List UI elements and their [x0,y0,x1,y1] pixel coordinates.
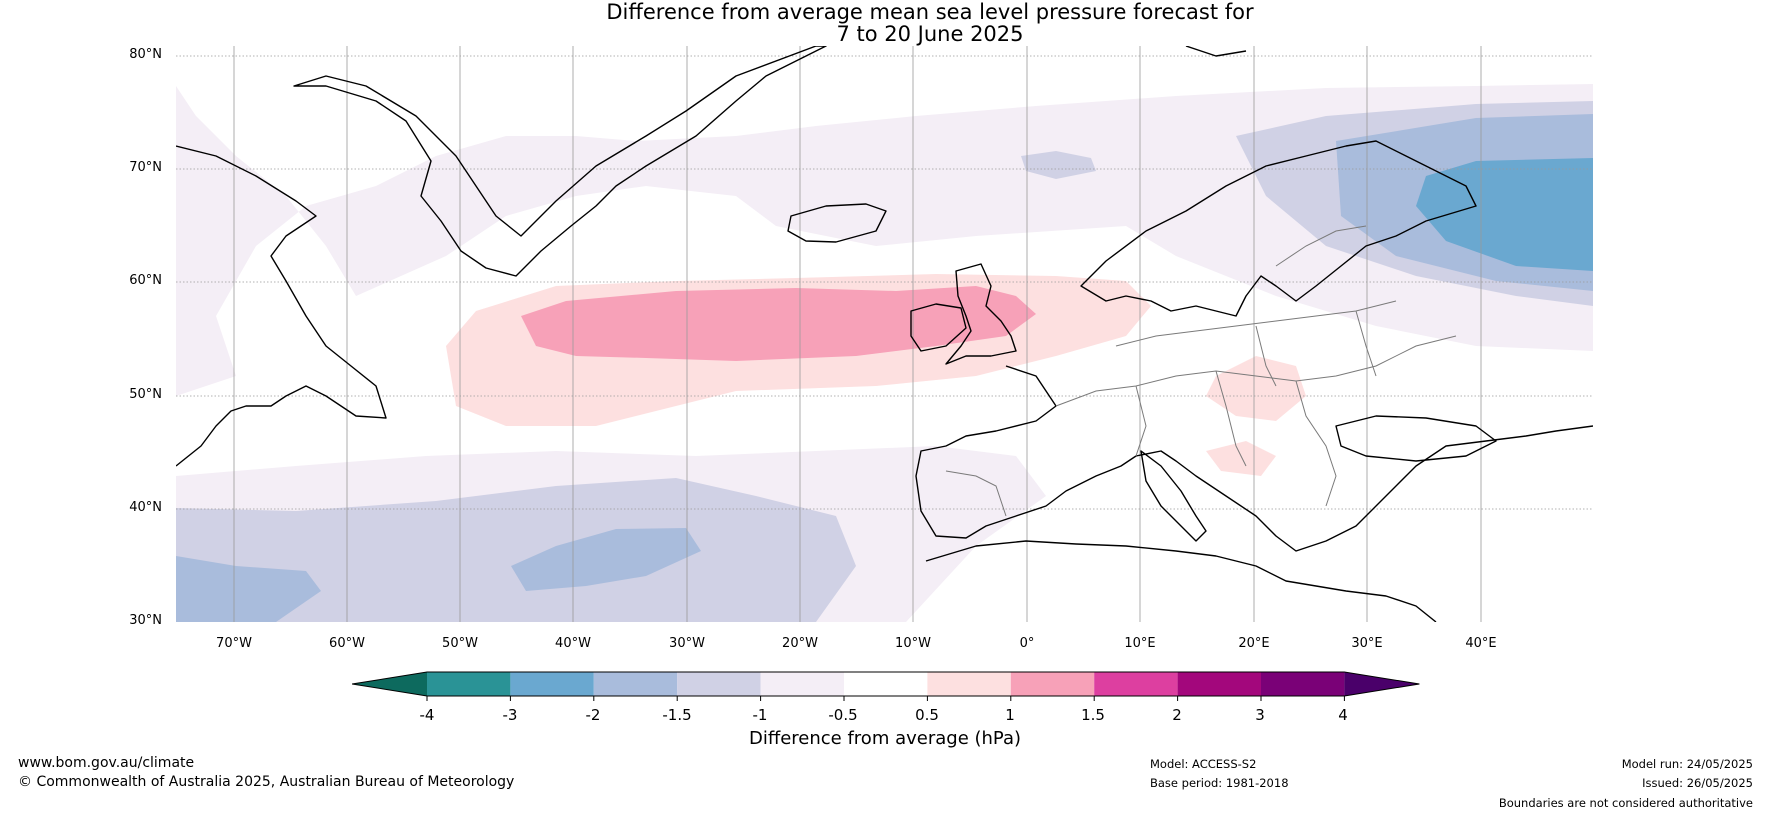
coastlines [176,46,1593,622]
graticule [176,55,1593,510]
coastline-italy [1140,450,1207,542]
pressure-anomaly-map [176,46,1593,622]
lat-label-50n: 50°N [129,387,162,402]
colorbar-tick-label: -2 [585,706,601,724]
lat-label-40n: 40°N [129,500,162,515]
colorbar-tick-label: 1 [1005,706,1015,724]
colorbar-segment [1094,672,1178,696]
country-borders [945,225,1457,517]
colorbar-segment [510,672,594,696]
lon-label-70w: 70°W [216,636,252,651]
colorbar-segment [593,672,678,696]
lat-label-80n: 80°N [129,47,162,62]
coastline-great-britain [945,263,1017,365]
colorbar-segment [427,672,511,696]
coastline-greenland [293,46,827,277]
colorbar-segment [1010,672,1095,696]
colorbar-tick-label: 4 [1338,706,1348,724]
colorbar-under-triangle [352,672,427,696]
footer-base-period: Base period: 1981-2018 [1150,776,1289,790]
coastline-black-sea [1335,415,1497,462]
anomaly-area-strong-negative-south [176,556,321,622]
lon-label-0: 0° [1019,636,1035,651]
anomaly-area-weak-positive-adriatic [1206,441,1276,476]
colorbar-tick-label: -3 [502,706,518,724]
lat-label-60n: 60°N [129,273,162,288]
coastline-scandinavia [1080,140,1477,317]
colorbar-tick-label: 0.5 [915,706,939,724]
map-title-line1: Difference from average mean sea level p… [606,0,1254,24]
anomaly-area-moderate-positive [521,286,1036,361]
anomaly-area-weak-positive-balkans [1206,356,1306,421]
coastline-western-europe [915,365,1593,552]
colorbar-tick-label: 2 [1172,706,1182,724]
footer-model-run: Model run: 24/05/2025 [1621,757,1753,771]
meridians [233,46,1482,622]
colorbar-over-triangle [1344,672,1420,696]
footer-model: Model: ACCESS-S2 [1150,757,1257,771]
lon-label-30e: 30°E [1351,636,1383,651]
lon-label-30w: 30°W [669,636,705,651]
lon-label-40e: 40°E [1465,636,1497,651]
lat-label-70n: 70°N [129,160,162,175]
colorbar-tick-label: -1.5 [662,706,692,724]
coastline-ireland [910,303,967,352]
colorbar-segment [1177,672,1261,696]
lon-label-50w: 50°W [442,636,478,651]
anomaly-area-moderate-negative-iceland [1021,151,1096,179]
anomaly-shading [176,84,1593,622]
footer-copyright: © Commonwealth of Australia 2025, Austra… [18,774,515,790]
lon-label-20e: 20°E [1238,636,1270,651]
colorbar-tick-label: 3 [1255,706,1265,724]
colorbar-title: Difference from average (hPa) [748,728,1022,749]
coastline-iceland [787,203,887,243]
colorbar-segment [677,672,761,696]
colorbar-segment [844,672,928,696]
lon-label-10w: 10°W [895,636,931,651]
coastline-north-africa [925,540,1437,622]
lon-label-40w: 40°W [555,636,591,651]
anomaly-area-moderate-negative-south [176,478,856,622]
colorbar-tick-label: -1 [752,706,768,724]
footer-disclaimer: Boundaries are not considered authoritat… [1498,796,1753,810]
colorbar-segment [760,672,844,696]
colorbar-tick-label: -0.5 [828,706,858,724]
coastline-north-america [176,145,387,467]
footer-issued: Issued: 26/05/2025 [1642,776,1753,790]
lon-label-20w: 20°W [782,636,818,651]
colorbar-segment [927,672,1011,696]
coastline-svalbard [1185,46,1247,57]
lon-label-10e: 10°E [1124,636,1156,651]
anomaly-area-very-strong-negative-northeast [1416,158,1593,271]
map-title-line2: 7 to 20 June 2025 [836,22,1024,46]
anomaly-area-strong-negative-atlantic [511,528,701,591]
anomaly-area-weak-negative-north [176,84,1593,396]
colorbar [352,671,1420,701]
colorbar-tick-label: -4 [419,706,435,724]
colorbar-segment [1261,672,1345,696]
lat-label-30n: 30°N [129,613,162,628]
colorbar-tick-label: 1.5 [1081,706,1105,724]
footer-url[interactable]: www.bom.gov.au/climate [18,755,195,771]
lon-label-60w: 60°W [329,636,365,651]
